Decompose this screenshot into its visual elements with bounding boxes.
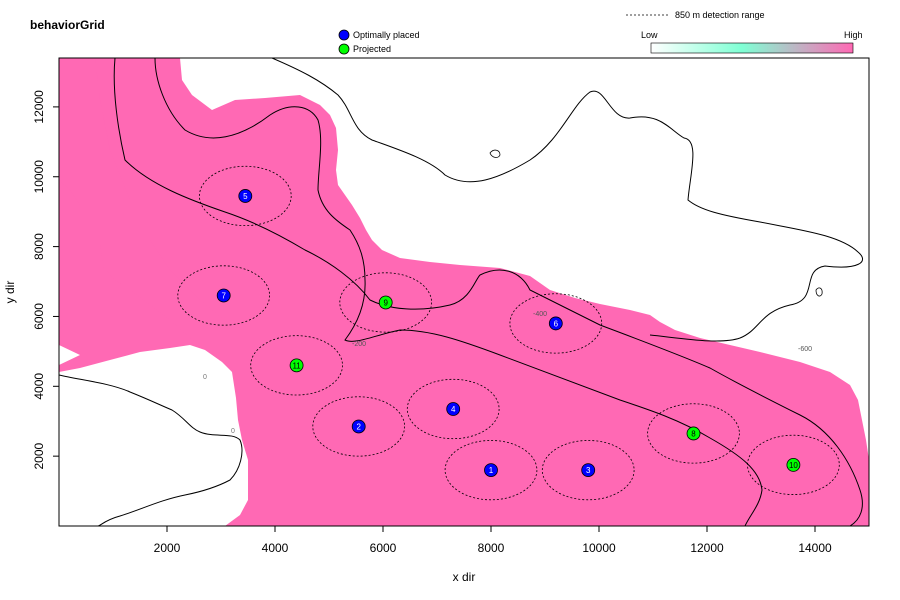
detection-range-circle — [747, 434, 840, 495]
receiver-label: 5 — [243, 192, 248, 201]
plot-area: 0 0 -200 -400 -600 1 2 3 4 5 6 7 8 9 10 11 — [59, 58, 869, 526]
small-island-2 — [815, 287, 823, 297]
receiver-label: 11 — [292, 361, 301, 370]
optimal-receiver-marker — [581, 463, 596, 478]
contour-upper — [113, 58, 863, 526]
y-tick-label: 12000 — [32, 90, 46, 124]
legend-projected-marker — [338, 43, 350, 55]
detection-range-circle — [406, 378, 500, 440]
receiver-label: 10 — [789, 461, 798, 470]
y-axis: 2000 4000 6000 8000 10000 12000 — [32, 90, 59, 470]
x-axis-label: x dir — [453, 570, 476, 584]
legend-optimal-marker — [338, 29, 350, 41]
receiver-label: 3 — [586, 466, 591, 475]
receiver-label: 8 — [691, 429, 696, 438]
colorbar-high-label: High — [844, 30, 863, 40]
optimal-receiver-marker — [548, 316, 563, 331]
x-tick-label: 8000 — [478, 541, 505, 555]
coastline-south-west — [59, 374, 243, 526]
detection-range-circle — [339, 272, 433, 333]
contour-label-600: -600 — [798, 346, 812, 353]
receiver-label: 1 — [489, 466, 494, 475]
x-axis: 2000 4000 6000 8000 10000 12000 14000 — [154, 526, 832, 555]
optimal-receiver-marker — [351, 419, 366, 434]
x-tick-label: 12000 — [690, 541, 724, 555]
behavior-grid-region-left — [59, 58, 236, 372]
receiver-label: 6 — [554, 319, 559, 328]
contour-label-0-a: 0 — [203, 374, 207, 381]
x-tick-label: 4000 — [262, 541, 289, 555]
x-tick-label: 14000 — [798, 541, 832, 555]
optimal-receiver-marker — [484, 463, 498, 478]
x-tick-label: 10000 — [582, 541, 616, 555]
optimal-receiver-marker — [238, 189, 253, 203]
y-tick-label: 10000 — [32, 160, 46, 194]
receiver-markers: 1 2 3 4 5 6 7 8 9 10 11 — [177, 165, 840, 501]
legend-projected-label: Projected — [353, 44, 391, 54]
projected-receiver-marker — [686, 426, 701, 441]
y-tick-label: 4000 — [32, 373, 46, 400]
colorbar-gradient — [650, 42, 854, 54]
small-island — [489, 149, 501, 158]
optimal-receiver-marker — [446, 402, 461, 416]
colorbar: Low High — [641, 30, 863, 54]
projected-receiver-marker — [378, 295, 393, 310]
detection-range-circle — [444, 440, 538, 501]
x-tick-label: 6000 — [370, 541, 397, 555]
detection-range-circle — [541, 440, 635, 501]
contour-label-0-b: 0 — [231, 428, 235, 435]
coastline-north — [271, 58, 864, 342]
projected-receiver-marker — [786, 457, 801, 472]
receiver-label: 4 — [451, 405, 456, 414]
x-tick-label: 2000 — [154, 541, 181, 555]
receiver-label: 9 — [383, 298, 388, 307]
detection-range-circle — [647, 403, 740, 464]
projected-receiver-marker — [289, 358, 304, 373]
chart-title: behaviorGrid — [30, 18, 105, 32]
optimal-receiver-marker — [216, 288, 231, 303]
contour-label-400: -400 — [533, 311, 547, 318]
white-land-notch — [186, 358, 218, 378]
detection-range-circle — [177, 265, 270, 326]
legend-points: Optimally placed Projected — [338, 29, 420, 55]
legend-optimal-label: Optimally placed — [353, 30, 420, 40]
receiver-label: 2 — [356, 422, 361, 431]
detection-range-circle — [250, 335, 343, 396]
y-axis-label: y dir — [3, 281, 17, 304]
plot-frame — [58, 57, 870, 527]
detection-range-circle — [509, 293, 603, 354]
contour-label-200: -200 — [352, 341, 366, 348]
y-tick-label: 8000 — [32, 233, 46, 260]
legend-detection-range: 850 m detection range — [626, 10, 765, 20]
receiver-label: 7 — [221, 291, 226, 300]
y-tick-label: 6000 — [32, 303, 46, 330]
colorbar-low-label: Low — [641, 30, 658, 40]
detection-range-circle — [198, 165, 292, 227]
y-tick-label: 2000 — [32, 442, 46, 469]
legend-detection-label: 850 m detection range — [675, 10, 765, 20]
contour-lower — [154, 58, 763, 526]
detection-range-circle — [312, 396, 406, 457]
